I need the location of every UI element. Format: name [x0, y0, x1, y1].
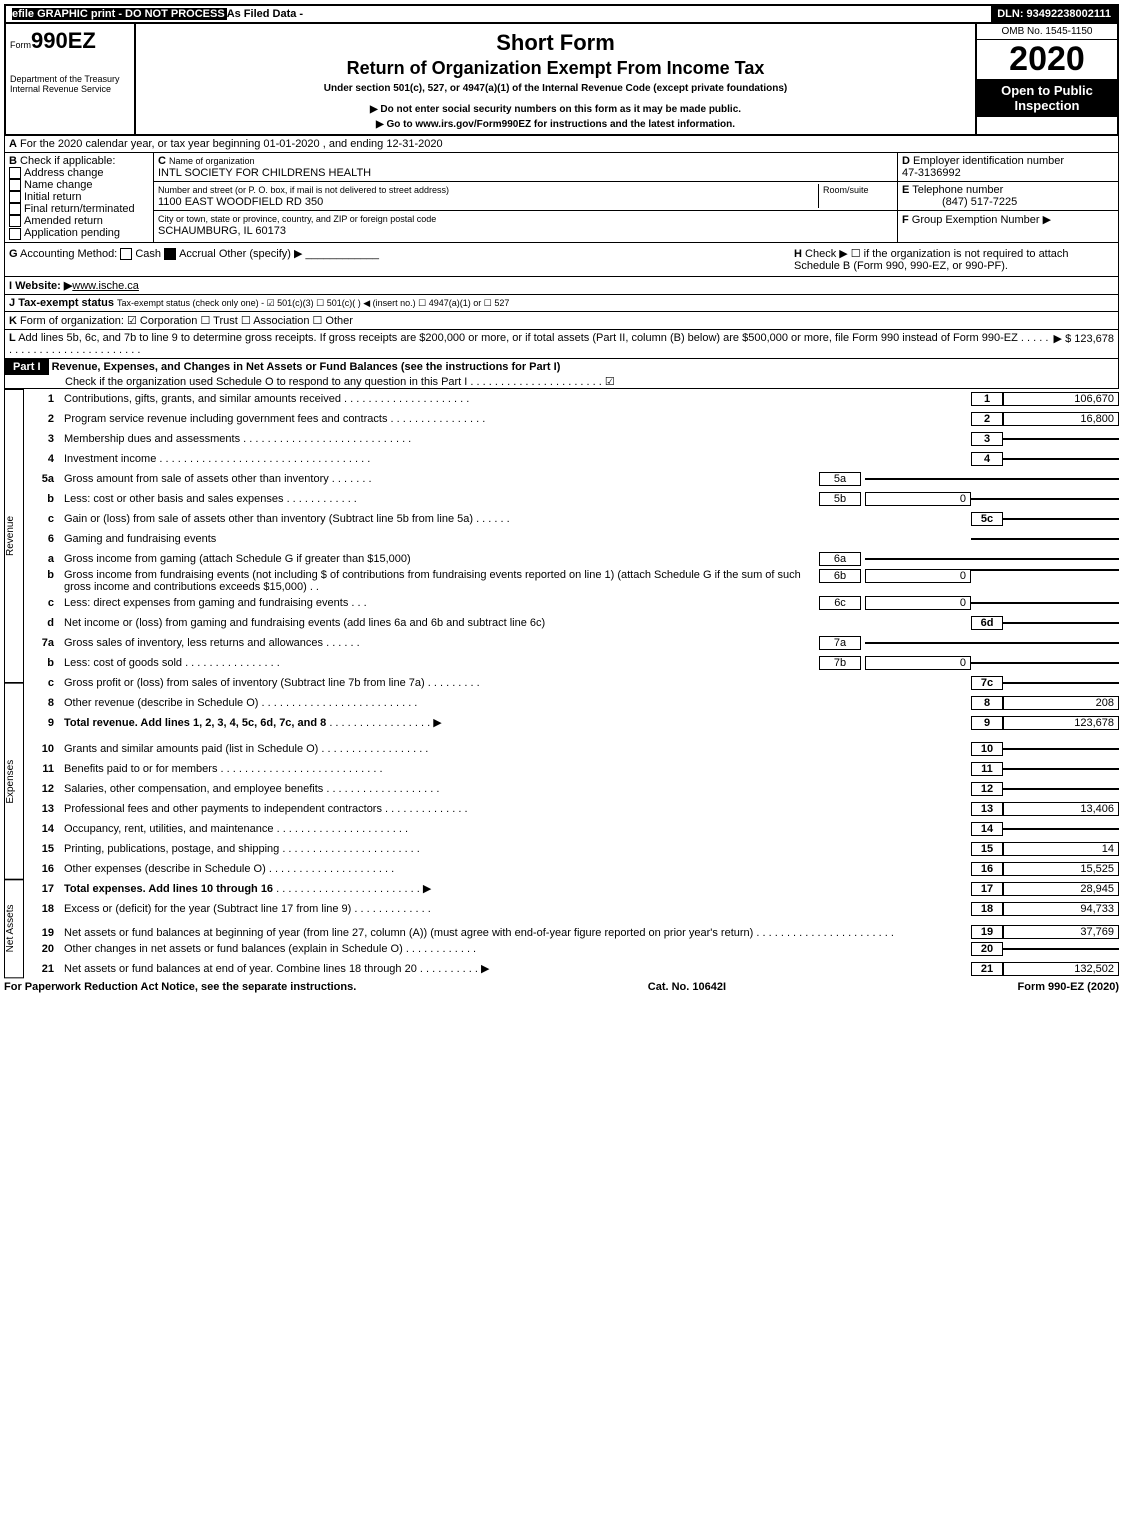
tax-year: 2020 [977, 40, 1117, 79]
section-l-text: Add lines 5b, 6c, and 7b to line 9 to de… [18, 332, 1018, 344]
section-h-text: Check ▶ ☐ if the organization is not req… [794, 248, 1069, 272]
line-1-amt: 106,670 [1003, 392, 1119, 406]
checkbox-accrual[interactable] [164, 248, 176, 260]
omb-number: OMB No. 1545-1150 [977, 24, 1117, 40]
room-label: Room/suite [823, 185, 869, 195]
line-13-amt: 13,406 [1003, 802, 1119, 816]
form-header-center: Short Form Return of Organization Exempt… [136, 24, 975, 134]
section-a-text: For the 2020 calendar year, or tax year … [20, 138, 443, 150]
website-value: www.ische.ca [72, 280, 139, 292]
line-6d-amt [1003, 622, 1119, 624]
footer-left: For Paperwork Reduction Act Notice, see … [4, 981, 356, 993]
line-5c-amt [1003, 518, 1119, 520]
netassets-label: Net Assets [4, 879, 24, 978]
section-c: C Name of organization INTL SOCIETY FOR … [154, 153, 897, 242]
org-name-label: Name of organization [169, 156, 255, 166]
line-11-amt [1003, 768, 1119, 770]
phone-label: Telephone number [912, 184, 1003, 196]
section-j: J Tax-exempt status Tax-exempt status (c… [4, 295, 1119, 312]
group-exemption-label: Group Exemption Number ▶ [912, 214, 1051, 226]
dept-label: Department of the Treasury [10, 74, 130, 84]
street-label: Number and street (or P. O. box, if mail… [158, 185, 449, 195]
goto-link: ▶ Go to www.irs.gov/Form990EZ for instru… [140, 119, 971, 130]
accounting-label: Accounting Method: [20, 248, 117, 260]
checkbox-name[interactable] [9, 179, 21, 191]
form-prefix: Form [10, 40, 31, 50]
dln-label: DLN: 93492238002111 [991, 6, 1117, 22]
line-15-amt: 14 [1003, 842, 1119, 856]
footer: For Paperwork Reduction Act Notice, see … [4, 979, 1119, 995]
line-6c-sub: 0 [865, 596, 971, 610]
section-b-label: Check if applicable: [20, 155, 115, 167]
website-label: Website: ▶ [15, 280, 72, 292]
section-b: B Check if applicable: Address change Na… [5, 153, 154, 242]
city-label: City or town, state or province, country… [158, 214, 436, 224]
part1-lines: Revenue Expenses Net Assets 1Contributio… [4, 389, 1119, 979]
expenses-label: Expenses [4, 683, 24, 880]
checkbox-final[interactable] [9, 203, 21, 215]
phone-value: (847) 517-7225 [902, 196, 1017, 208]
line-18-amt: 94,733 [1003, 902, 1119, 916]
ein-label: Employer identification number [913, 155, 1064, 167]
org-name: INTL SOCIETY FOR CHILDRENS HEALTH [158, 167, 371, 179]
no-ssn-note: ▶ Do not enter social security numbers o… [140, 104, 971, 115]
section-j-text: Tax-exempt status (check only one) - ☑ 5… [117, 298, 509, 308]
short-form-title: Short Form [140, 30, 971, 56]
section-l-amount: ▶ $ 123,678 [1054, 332, 1114, 356]
revenue-label: Revenue [4, 389, 24, 683]
line-5b-sub: 0 [865, 492, 971, 506]
street-value: 1100 EAST WOODFIELD RD 350 [158, 196, 323, 208]
sections-g-h: G Accounting Method: Cash Accrual Other … [4, 243, 1119, 277]
form-header: Form990EZ Department of the Treasury Int… [4, 24, 1119, 136]
line-17-amt: 28,945 [1003, 882, 1119, 896]
irs-label: Internal Revenue Service [10, 84, 130, 94]
line-21-amt: 132,502 [1003, 962, 1119, 976]
footer-right: Form 990-EZ (2020) [1018, 981, 1119, 993]
under-section: Under section 501(c), 527, or 4947(a)(1)… [140, 83, 971, 94]
checkbox-amended[interactable] [9, 215, 21, 227]
form-number: 990EZ [31, 28, 96, 53]
section-i: I Website: ▶www.ische.ca [4, 277, 1119, 295]
line-3-amt [1003, 438, 1119, 440]
line-6b-sub: 0 [865, 569, 971, 583]
checkbox-pending[interactable] [9, 228, 21, 240]
line-14-amt [1003, 828, 1119, 830]
line-7c-amt [1003, 682, 1119, 684]
footer-mid: Cat. No. 10642I [648, 981, 726, 993]
part1-label: Part I [5, 359, 49, 375]
part1-check-text: Check if the organization used Schedule … [5, 376, 467, 388]
section-a: A For the 2020 calendar year, or tax yea… [4, 136, 1119, 153]
open-to-public: Open to Public Inspection [977, 79, 1117, 117]
line-9-amt: 123,678 [1003, 716, 1119, 730]
city-value: SCHAUMBURG, IL 60173 [158, 225, 286, 237]
section-k: K Form of organization: ☑ Corporation ☐ … [4, 312, 1119, 330]
section-l: L Add lines 5b, 6c, and 7b to line 9 to … [4, 330, 1119, 359]
line-20-amt [1003, 948, 1119, 950]
checkbox-initial[interactable] [9, 191, 21, 203]
line-19-amt: 37,769 [1003, 925, 1119, 939]
sections-b-f: B Check if applicable: Address change Na… [4, 153, 1119, 243]
as-filed-label: As Filed Data - [225, 8, 303, 20]
part1-heading: Revenue, Expenses, and Changes in Net As… [52, 361, 561, 373]
ein-value: 47-3136992 [902, 167, 961, 179]
line-2-amt: 16,800 [1003, 412, 1119, 426]
line-8-amt: 208 [1003, 696, 1119, 710]
top-bar: efile GRAPHIC print - DO NOT PROCESS As … [4, 4, 1119, 24]
checkbox-address[interactable] [9, 167, 21, 179]
line-4-amt [1003, 458, 1119, 460]
line-10-amt [1003, 748, 1119, 750]
sections-d-e-f: D Employer identification number 47-3136… [897, 153, 1118, 242]
line-12-amt [1003, 788, 1119, 790]
line-7b-sub: 0 [865, 656, 971, 670]
part1-header: Part I Revenue, Expenses, and Changes in… [4, 359, 1119, 389]
section-k-text: Form of organization: ☑ Corporation ☐ Tr… [20, 315, 353, 327]
checkbox-cash[interactable] [120, 248, 132, 260]
form-header-right: OMB No. 1545-1150 2020 Open to Public In… [975, 24, 1117, 134]
main-title: Return of Organization Exempt From Incom… [140, 58, 971, 79]
line-16-amt: 15,525 [1003, 862, 1119, 876]
efile-label: efile GRAPHIC print - DO NOT PROCESS [12, 8, 225, 20]
form-header-left: Form990EZ Department of the Treasury Int… [6, 24, 136, 134]
